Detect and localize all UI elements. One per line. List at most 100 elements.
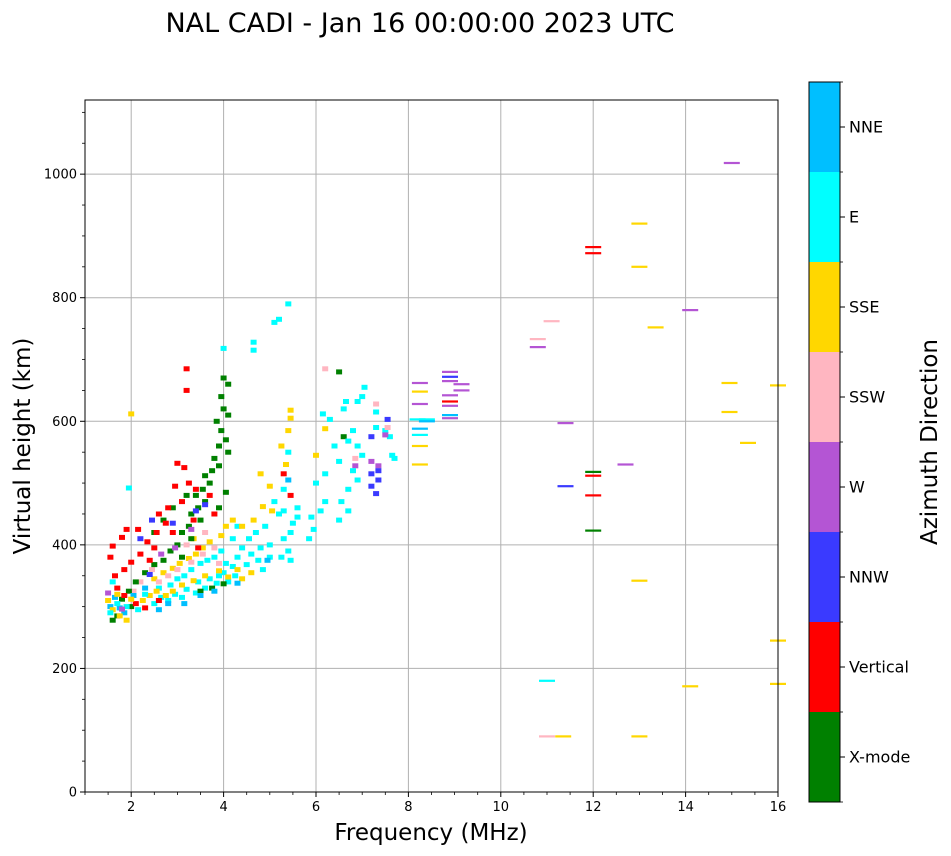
echo-point — [276, 316, 282, 322]
echo-point — [202, 573, 209, 579]
echo-point — [239, 545, 246, 551]
echo-point — [647, 326, 664, 329]
echo-point — [418, 418, 435, 421]
echo-point — [418, 420, 435, 423]
echo-point — [285, 301, 292, 307]
echo-point — [165, 598, 172, 603]
echo-point — [220, 375, 227, 381]
echo-point — [174, 542, 181, 548]
echo-point — [271, 319, 278, 325]
echo-point — [352, 455, 359, 461]
echo-point — [287, 492, 294, 498]
echo-point — [179, 499, 185, 505]
echo-point — [225, 574, 232, 580]
echo-point — [137, 536, 144, 542]
echo-point — [259, 504, 266, 510]
echo-point — [109, 617, 116, 623]
echo-point — [135, 526, 142, 532]
echo-point — [255, 557, 262, 563]
echo-point — [287, 407, 294, 413]
echo-point — [250, 339, 257, 345]
echo-point — [181, 573, 188, 579]
echo-point — [172, 545, 179, 551]
echo-point — [285, 477, 292, 483]
echo-point — [188, 526, 195, 532]
echo-point — [211, 554, 218, 560]
x-axis-label: Frequency (MHz) — [334, 820, 527, 846]
echo-point — [257, 545, 264, 551]
echo-point — [442, 375, 458, 378]
echo-point — [139, 598, 146, 603]
y-tick-label: 200 — [52, 662, 77, 677]
echo-point — [721, 410, 738, 414]
echo-point — [206, 480, 213, 486]
echo-point — [375, 468, 382, 474]
echo-point — [350, 468, 356, 474]
colorbar-label: E — [849, 208, 859, 227]
echo-point — [411, 381, 428, 385]
echo-point — [211, 588, 218, 594]
echo-point — [190, 578, 197, 584]
echo-point — [285, 548, 292, 554]
echo-point — [188, 559, 195, 565]
echo-point — [234, 554, 241, 560]
echo-point — [211, 545, 218, 551]
echo-point — [169, 520, 176, 526]
echo-point — [183, 366, 190, 372]
echo-point — [121, 567, 128, 573]
echo-point — [453, 383, 470, 386]
colorbar-label: NNW — [849, 568, 889, 587]
echo-point — [132, 601, 139, 607]
echo-point — [322, 366, 329, 372]
echo-point — [543, 320, 560, 323]
echo-point — [340, 434, 347, 440]
echo-point — [116, 613, 123, 619]
colorbar-frame — [808, 81, 841, 803]
echo-point — [183, 586, 190, 592]
echo-point — [216, 573, 222, 579]
echo-point — [250, 517, 257, 523]
echo-point — [192, 551, 199, 557]
x-tick-label: 10 — [493, 800, 510, 815]
echo-point — [216, 463, 222, 469]
echo-point — [112, 573, 118, 579]
echo-point — [373, 409, 380, 415]
echo-point — [280, 536, 287, 542]
echo-point — [153, 588, 160, 594]
echo-point — [313, 452, 319, 458]
echo-point — [197, 588, 204, 594]
echo-point — [146, 593, 153, 598]
echo-point — [114, 601, 121, 607]
echo-point — [345, 486, 352, 492]
echo-point — [234, 580, 241, 586]
echo-point — [165, 601, 172, 607]
echo-point — [155, 579, 162, 585]
echo-point — [218, 548, 225, 554]
echo-point — [411, 402, 428, 406]
echo-point — [442, 404, 458, 407]
echo-point — [199, 545, 206, 551]
colorbar-label: NNE — [849, 118, 883, 137]
echo-point — [204, 557, 211, 563]
echo-point — [174, 576, 181, 582]
echo-point — [202, 502, 209, 508]
echo-point — [338, 499, 345, 505]
echo-point — [308, 514, 315, 520]
echo-point — [322, 499, 329, 505]
echo-point — [142, 585, 149, 591]
echo-point — [218, 394, 225, 400]
echo-point — [234, 523, 241, 529]
echo-point — [130, 593, 137, 598]
echo-point — [128, 596, 135, 602]
echo-point — [557, 422, 574, 425]
echo-point — [220, 581, 227, 587]
echo-point — [294, 505, 301, 511]
echo-point — [169, 588, 176, 594]
x-tick-label: 12 — [585, 800, 602, 815]
echo-point — [222, 523, 229, 529]
echo-point — [375, 463, 382, 469]
echo-point — [350, 428, 356, 434]
echo-point — [165, 573, 172, 579]
echo-point — [306, 536, 313, 542]
echo-point — [165, 505, 172, 511]
